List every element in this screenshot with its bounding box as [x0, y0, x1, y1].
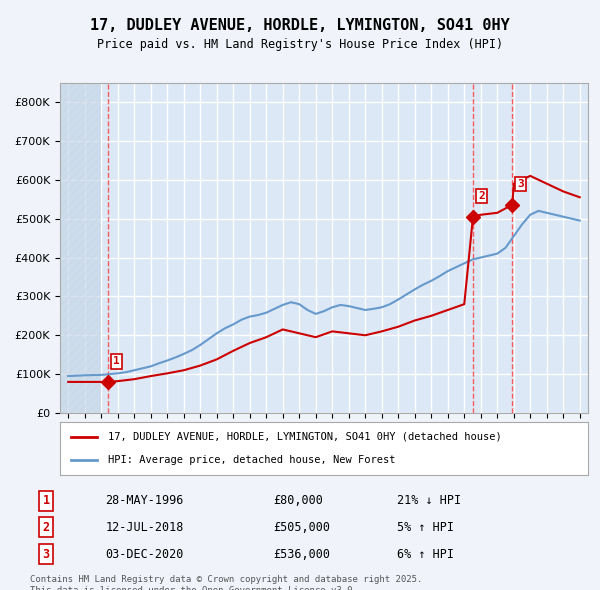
Text: Price paid vs. HM Land Registry's House Price Index (HPI): Price paid vs. HM Land Registry's House … — [97, 38, 503, 51]
Text: 3: 3 — [43, 548, 50, 560]
Text: 2: 2 — [478, 191, 485, 201]
Text: £505,000: £505,000 — [273, 520, 330, 533]
Text: 5% ↑ HPI: 5% ↑ HPI — [397, 520, 454, 533]
Text: 1: 1 — [43, 494, 50, 507]
Text: 17, DUDLEY AVENUE, HORDLE, LYMINGTON, SO41 0HY (detached house): 17, DUDLEY AVENUE, HORDLE, LYMINGTON, SO… — [107, 432, 501, 442]
Bar — [60, 83, 101, 413]
Text: 3: 3 — [517, 179, 524, 189]
Text: 21% ↓ HPI: 21% ↓ HPI — [397, 494, 461, 507]
Text: 17, DUDLEY AVENUE, HORDLE, LYMINGTON, SO41 0HY: 17, DUDLEY AVENUE, HORDLE, LYMINGTON, SO… — [90, 18, 510, 32]
Text: 12-JUL-2018: 12-JUL-2018 — [106, 520, 184, 533]
Text: 03-DEC-2020: 03-DEC-2020 — [106, 548, 184, 560]
Text: HPI: Average price, detached house, New Forest: HPI: Average price, detached house, New … — [107, 455, 395, 465]
Text: £80,000: £80,000 — [273, 494, 323, 507]
Text: £536,000: £536,000 — [273, 548, 330, 560]
Text: 2: 2 — [43, 520, 50, 533]
Text: 1: 1 — [113, 356, 120, 366]
Text: 28-MAY-1996: 28-MAY-1996 — [106, 494, 184, 507]
Text: Contains HM Land Registry data © Crown copyright and database right 2025.
This d: Contains HM Land Registry data © Crown c… — [30, 575, 422, 590]
Text: 6% ↑ HPI: 6% ↑ HPI — [397, 548, 454, 560]
